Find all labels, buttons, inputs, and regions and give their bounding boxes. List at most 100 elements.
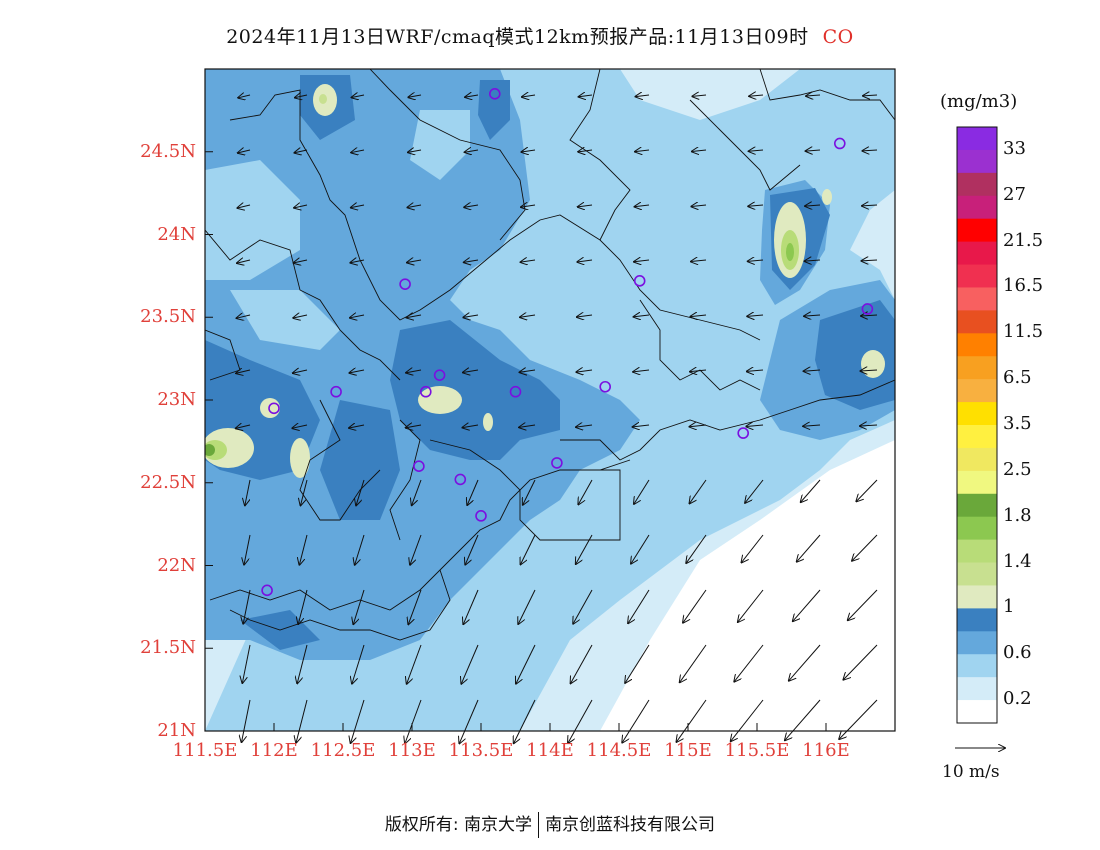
wind-arrow xyxy=(797,534,821,562)
wind-arrow xyxy=(407,260,422,263)
wind-arrow xyxy=(692,150,707,151)
wind-arrow xyxy=(408,150,422,152)
wind-arrow xyxy=(579,95,593,97)
colorbar-label: 1.8 xyxy=(1003,504,1032,526)
wind-arrow xyxy=(635,205,650,207)
wind-arrow xyxy=(410,534,422,565)
wind-arrow xyxy=(861,315,878,316)
wind-arrow xyxy=(461,644,479,684)
colorbar-swatch xyxy=(957,654,997,678)
colorbar-swatch xyxy=(957,608,997,632)
lon-label: 113.5E xyxy=(448,740,514,761)
wind-arrow xyxy=(628,589,650,623)
wind-arrow xyxy=(625,644,650,683)
wind-arrow xyxy=(692,95,707,96)
colorbar-swatch xyxy=(957,470,997,495)
map-title: 2024年11月13日WRF/cmaq模式12km预报产品:11月13日09时 C… xyxy=(0,22,1080,49)
wind-arrow xyxy=(691,260,707,262)
wind-arrow xyxy=(236,425,251,428)
wind-arrow xyxy=(352,644,365,684)
colorbar-label: 1.4 xyxy=(1003,550,1032,572)
wind-arrow xyxy=(863,95,878,96)
station-marker xyxy=(330,385,342,398)
wind-arrow xyxy=(237,205,251,208)
colorbar-swatch xyxy=(957,425,997,449)
wind-arrow xyxy=(408,589,422,624)
wind-arrow xyxy=(738,589,764,622)
wind-arrow xyxy=(633,370,650,372)
wind-arrow xyxy=(839,699,878,739)
lon-label: 114E xyxy=(526,740,574,761)
wind-arrow xyxy=(465,95,479,97)
colorbar-swatch xyxy=(957,447,997,472)
wind-arrow xyxy=(862,150,878,151)
wind-arrow xyxy=(577,315,593,317)
contour-1.2e xyxy=(290,438,310,478)
colorbar-label: 2.5 xyxy=(1003,458,1032,480)
wind-arrow xyxy=(789,644,821,681)
colorbar-swatch xyxy=(957,539,997,564)
wind-arrow xyxy=(578,205,593,207)
wind-arrow xyxy=(686,534,707,563)
wind-arrow xyxy=(747,315,764,316)
wind-arrow xyxy=(463,370,479,373)
concentration-field xyxy=(205,69,895,731)
wind-arrow xyxy=(801,479,821,502)
station-marker xyxy=(833,137,846,150)
contour-1.0e xyxy=(478,80,510,140)
wind-arrow xyxy=(852,534,878,561)
lon-label: 112.5E xyxy=(310,740,376,761)
wind-arrow xyxy=(299,534,308,565)
wind-arrow xyxy=(521,260,536,262)
wind-reference-label: 10 m/s xyxy=(942,762,1000,782)
wind-arrow xyxy=(690,370,707,372)
contour-1.0b xyxy=(390,320,560,460)
station-marker xyxy=(599,380,612,393)
contour-light-pocket-a xyxy=(205,160,300,280)
wind-arrow xyxy=(297,644,308,683)
wind-arrow xyxy=(731,699,764,741)
wind-arrow xyxy=(350,260,365,263)
lon-label: 112E xyxy=(250,740,298,761)
colorbar-swatch xyxy=(957,310,997,334)
colorbar-swatch xyxy=(957,127,997,151)
wind-arrow xyxy=(746,425,764,426)
wind-arrow xyxy=(690,479,707,503)
footer-right: 南京创蓝科技有限公司 xyxy=(545,815,716,835)
wind-arrow xyxy=(748,205,764,206)
wind-arrow xyxy=(634,260,650,262)
colorbar-swatch xyxy=(957,700,997,724)
colorbar-label: 0.2 xyxy=(1003,688,1032,710)
wind-arrow xyxy=(793,589,821,621)
contour-light-pocket-b xyxy=(230,290,340,350)
wind-arrow xyxy=(861,370,878,371)
wind-arrow xyxy=(636,95,650,97)
wind-arrow xyxy=(635,150,650,152)
wind-arrow xyxy=(467,479,479,505)
wind-arrow xyxy=(576,534,593,564)
wind-arrow xyxy=(514,699,536,743)
colorbar-unit: (mg/m3) xyxy=(940,91,1018,112)
wind-arrow xyxy=(521,534,536,564)
wind-arrow xyxy=(631,534,650,564)
station-marker xyxy=(419,385,432,398)
wind-arrow xyxy=(805,260,821,261)
copyright-footer: 版权所有: 南京大学 南京创蓝科技有限公司 xyxy=(0,810,1100,838)
wind-arrow xyxy=(464,260,479,262)
colorbar-swatch xyxy=(957,631,997,655)
colorbar-swatch xyxy=(957,333,997,357)
colorbar-swatch xyxy=(957,241,997,266)
colorbar-label: 6.5 xyxy=(1003,367,1032,389)
wind-arrow xyxy=(407,205,422,207)
wind-arrow xyxy=(408,95,422,97)
wind-arrow xyxy=(463,315,479,317)
wind-arrow xyxy=(293,315,308,318)
lat-label: 22.5N xyxy=(140,471,196,493)
contour-1.2h xyxy=(861,350,885,378)
station-marker xyxy=(861,303,874,315)
colorbar-label: 11.5 xyxy=(1003,321,1044,343)
colorbar-label: 3.5 xyxy=(1003,413,1032,434)
wind-arrow xyxy=(412,479,422,505)
lat-label: 23N xyxy=(157,389,196,410)
